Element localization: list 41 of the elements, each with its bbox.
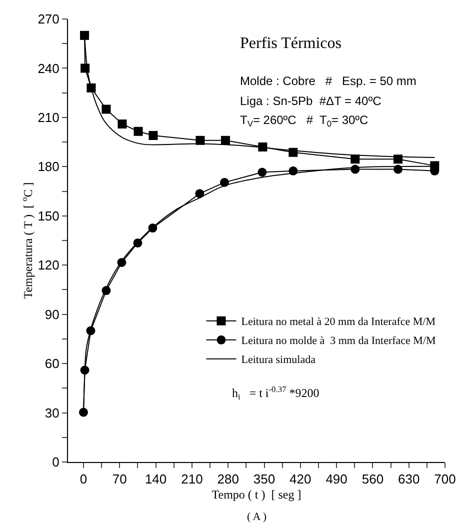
x-tick-label: 140: [144, 472, 167, 487]
point: [148, 130, 158, 140]
y-tick-label: 60: [44, 356, 60, 372]
legend-label: Leitura no molde à 3 mm da Interface M/M: [241, 335, 436, 348]
y-tick-label: 150: [38, 208, 60, 224]
x-tick-label: 420: [290, 472, 312, 487]
text: Perfis Térmicos: [240, 35, 342, 52]
text: ( A ): [247, 511, 267, 523]
annotation: Liga : Sn-5Pb #ΔT = 40ºC: [240, 94, 382, 108]
y-tick-label: 240: [38, 60, 60, 76]
point: [195, 189, 204, 198]
x-axis-title: Tempo ( t ) [ seg ]: [212, 488, 302, 502]
y-tick-label: 180: [38, 159, 60, 174]
x-tick-label: 490: [326, 472, 348, 487]
point: [78, 408, 88, 417]
annotation: h$_{i}$ = t i$^{-0.37}$ *9200: [232, 385, 320, 402]
point: [118, 120, 127, 129]
x-tick-label: 70: [112, 472, 127, 487]
x-tick-label: 700: [434, 472, 456, 487]
point: [258, 168, 267, 177]
y-tick-label: 270: [38, 12, 60, 27]
y-tick-label: 90: [44, 306, 60, 322]
point: [134, 126, 143, 136]
x-tick-label: 280: [217, 472, 239, 487]
y-tick-label: 0: [52, 454, 60, 470]
annotation: T$_{V}$= 260ºC # T$_{0}$= 30ºC: [240, 113, 369, 129]
y-tick-label: 210: [38, 110, 60, 125]
x-tick-label: 210: [181, 472, 203, 487]
legend-label: Leitura simulada: [241, 354, 316, 366]
point: [221, 136, 230, 145]
point: [80, 30, 90, 40]
x-tick-label: 350: [253, 472, 276, 487]
annotation: Molde : Cobre # Esp. = 50 mm: [240, 74, 416, 88]
y-tick-label: 120: [38, 258, 60, 273]
x-tick-label: 0: [80, 472, 88, 487]
y-tick-label: 30: [44, 405, 60, 420]
point: [220, 178, 229, 187]
point: [102, 104, 111, 114]
x-tick-label: 630: [398, 472, 420, 487]
legend-label: Leitura no metal à 20 mm da Interafce M/M: [241, 316, 436, 328]
x-tick-label: 560: [362, 472, 384, 487]
